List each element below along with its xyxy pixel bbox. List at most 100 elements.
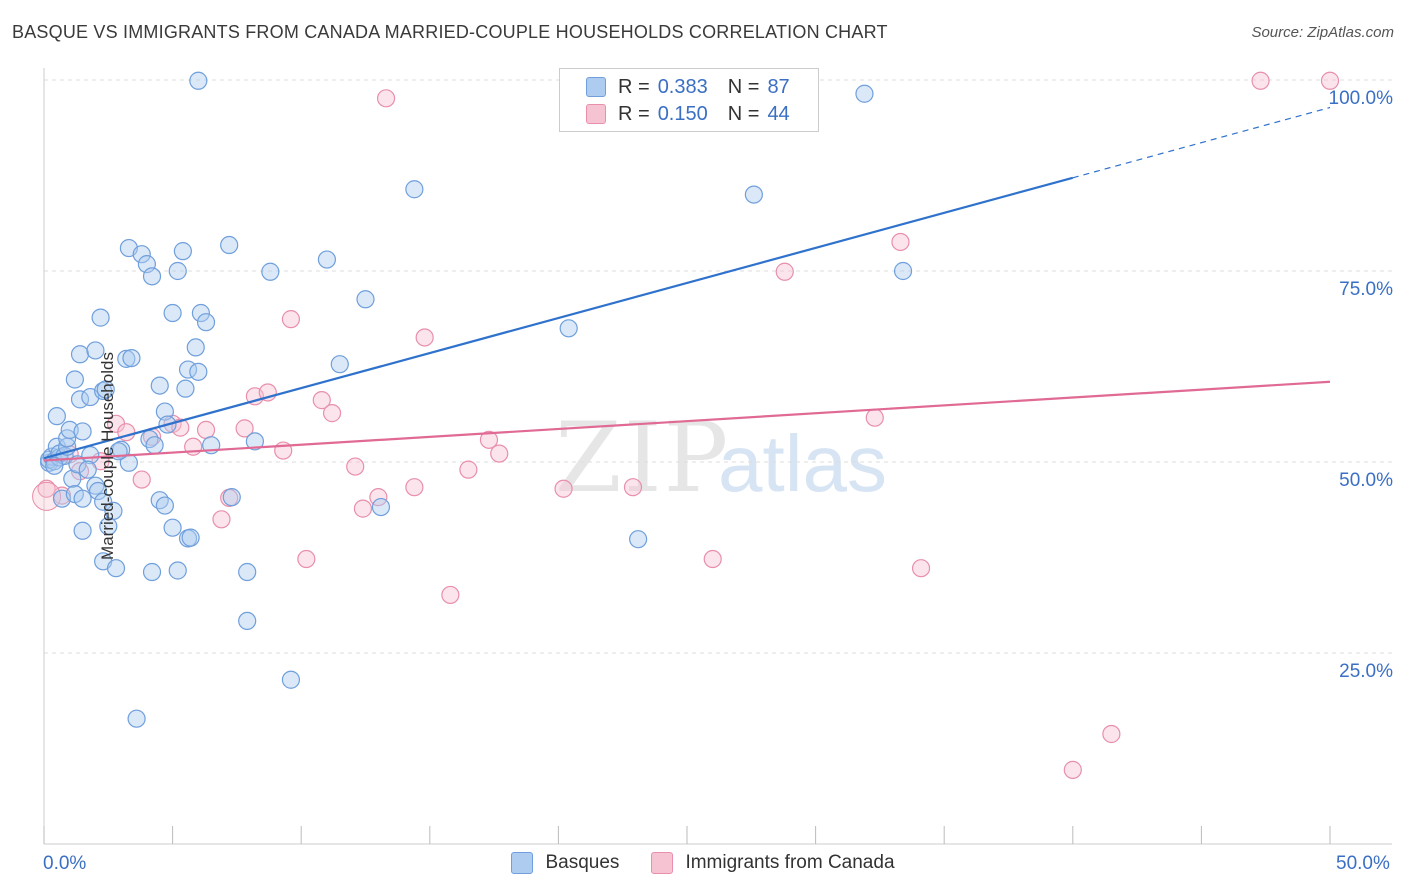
- x-tick-label-min: 0.0%: [43, 853, 87, 874]
- x-tick-label-max: 50.0%: [1336, 853, 1390, 874]
- basques-point: [142, 267, 162, 286]
- canada-point: [1063, 760, 1082, 779]
- canada-point: [865, 408, 884, 427]
- basques-point: [238, 611, 257, 631]
- basques-point: [150, 491, 169, 510]
- watermark-zip: ZIP: [555, 402, 730, 514]
- canada-point: [235, 419, 254, 438]
- basques-point: [47, 407, 66, 426]
- y-axis-label: Married-couple Households: [97, 352, 117, 560]
- basques-point: [222, 488, 241, 507]
- canada-point: [911, 559, 931, 578]
- canada-point: [459, 460, 478, 479]
- canada-point: [891, 232, 910, 252]
- basques-point: [163, 518, 182, 537]
- basques-point: [261, 262, 280, 281]
- basques-point: [629, 530, 648, 549]
- legend-n-value: 87: [767, 75, 790, 98]
- basques-point: [117, 349, 136, 368]
- basques-point: [186, 338, 205, 357]
- basques-point: [122, 348, 141, 368]
- legend-label-canada: Immigrants from Canada: [685, 852, 895, 873]
- basques-point: [168, 561, 187, 580]
- basques-point: [281, 670, 301, 689]
- basques-point: [176, 379, 195, 398]
- canada-point: [490, 444, 509, 463]
- canada-point: [1251, 71, 1270, 90]
- legend-r-value: 0.383: [657, 75, 708, 98]
- canada-point: [297, 549, 316, 569]
- basques-trend-extension: [1072, 106, 1331, 179]
- basques-point: [330, 355, 349, 374]
- legend-swatch-basques: [586, 77, 606, 97]
- canada-point: [405, 478, 424, 497]
- basques-point: [142, 562, 162, 582]
- basques-point: [356, 290, 375, 309]
- basques-point: [45, 456, 64, 475]
- basques-trend-line: [43, 176, 1074, 460]
- basques-point: [168, 261, 187, 281]
- legend-r-value: 0.150: [657, 102, 708, 125]
- basques-point: [145, 436, 164, 455]
- legend-swatch-basques: [511, 852, 534, 874]
- basques-point: [405, 180, 424, 199]
- basques-point: [73, 489, 92, 508]
- canada-point: [415, 328, 434, 347]
- legend-swatch-canada: [651, 852, 674, 874]
- basques-point: [106, 559, 126, 578]
- basques-point: [238, 562, 257, 582]
- basques-point: [94, 492, 113, 511]
- canada-point: [775, 262, 794, 281]
- trend-lines: [43, 106, 1331, 462]
- legend-row-basques: R = 0.383 N = 87: [586, 75, 790, 99]
- basques-point: [181, 528, 200, 547]
- legend-label-basques: Basques: [545, 852, 620, 873]
- legend-item-canada[interactable]: Immigrants from Canada: [651, 852, 895, 874]
- basques-point: [70, 345, 90, 364]
- canada-point: [312, 391, 331, 410]
- basques-point: [371, 497, 391, 517]
- basques-point: [91, 308, 110, 327]
- watermark-atlas: atlas: [718, 419, 887, 508]
- series-basques-points: [40, 71, 913, 728]
- legend-item-basques[interactable]: Basques: [511, 852, 619, 874]
- legend-n-label: N =: [727, 102, 760, 125]
- canada-point: [1320, 71, 1340, 90]
- basques-point: [855, 84, 874, 103]
- basques-point: [189, 71, 208, 90]
- canada-point: [32, 481, 62, 511]
- legend-n-label: N =: [727, 75, 760, 98]
- canada-point: [281, 310, 301, 329]
- canada-point: [196, 420, 216, 440]
- canada-point: [623, 478, 643, 497]
- canada-point: [322, 404, 342, 423]
- canada-point: [132, 470, 151, 489]
- canada-point: [212, 510, 231, 529]
- basques-point: [88, 481, 108, 501]
- basques-point: [559, 319, 578, 338]
- basques-point: [317, 250, 337, 269]
- legend-r-label: R =: [618, 75, 650, 98]
- legend-row-canada: R = 0.150 N = 44: [586, 102, 790, 126]
- basques-point: [73, 422, 92, 441]
- basques-point: [196, 313, 216, 332]
- source-credit: Source: ZipAtlas.com: [1251, 24, 1394, 41]
- basques-point: [132, 245, 151, 264]
- basques-point: [191, 303, 210, 323]
- canada-point: [376, 89, 396, 108]
- y-tick-label: 50.0%: [1339, 470, 1393, 491]
- y-tick-labels: 25.0% 50.0% 75.0% 100.0%: [1329, 88, 1394, 682]
- canada-point: [346, 457, 365, 476]
- basques-point: [220, 235, 239, 255]
- basques-point: [78, 460, 97, 479]
- legend-r-label: R =: [618, 102, 650, 125]
- basques-point: [163, 303, 182, 323]
- basques-point: [104, 501, 123, 520]
- canada-point: [353, 499, 373, 518]
- basques-point: [127, 709, 146, 728]
- basques-point: [73, 521, 92, 540]
- basques-point: [68, 455, 87, 474]
- canada-point: [554, 479, 573, 498]
- correlation-legend: R = 0.383 N = 87 R = 0.150 N = 44: [559, 68, 819, 132]
